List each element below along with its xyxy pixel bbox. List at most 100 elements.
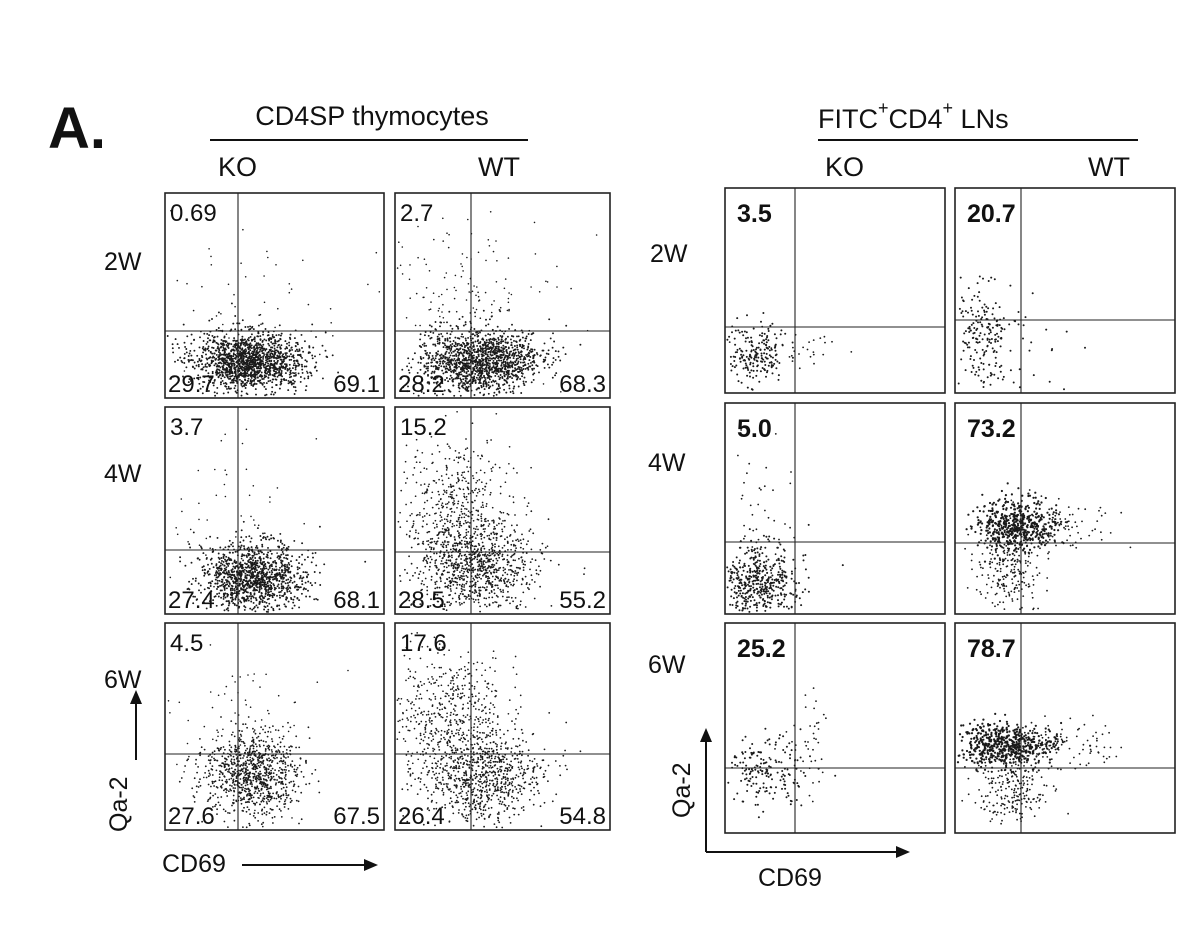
event-dot — [208, 567, 211, 570]
event-dot — [477, 353, 480, 356]
event-dot — [283, 603, 286, 606]
event-dot — [230, 570, 233, 573]
event-dot — [193, 339, 195, 341]
event-dot — [289, 353, 292, 356]
event-dot — [477, 291, 479, 294]
event-dot — [216, 364, 219, 367]
event-dot — [455, 353, 458, 356]
event-dot — [399, 574, 401, 577]
event-dot — [259, 557, 261, 559]
event-dot — [509, 535, 511, 537]
event-dot — [243, 369, 246, 371]
event-dot — [280, 553, 283, 556]
event-dot — [503, 363, 505, 366]
event-dot — [263, 579, 266, 582]
event-dot — [231, 592, 234, 595]
event-dot — [440, 332, 443, 335]
event-dot — [533, 348, 536, 351]
event-dot — [489, 353, 492, 356]
event-dot — [476, 558, 479, 561]
event-dot — [290, 347, 292, 349]
event-dot — [504, 519, 506, 522]
event-dot — [520, 583, 523, 586]
event-dot — [234, 328, 237, 331]
event-dot — [493, 351, 496, 354]
event-dot — [430, 558, 433, 561]
event-dot — [481, 338, 484, 341]
event-dot — [482, 351, 485, 354]
event-dot — [420, 390, 423, 393]
event-dot — [222, 595, 225, 598]
event-dot — [458, 365, 460, 368]
event-dot — [250, 376, 253, 379]
event-dot — [314, 355, 316, 358]
event-dot — [510, 335, 513, 337]
event-dot — [232, 355, 235, 358]
event-dot — [451, 342, 454, 345]
event-dot — [262, 377, 265, 380]
event-dot — [171, 343, 174, 346]
event-dot — [552, 357, 555, 360]
event-dot — [257, 371, 260, 374]
event-dot — [451, 363, 454, 366]
event-dot — [475, 331, 478, 334]
event-dot — [205, 365, 208, 368]
event-dot — [510, 344, 513, 347]
event-dot — [251, 564, 254, 567]
event-dot — [228, 354, 231, 357]
event-dot — [291, 607, 294, 610]
event-dot — [450, 347, 453, 350]
event-dot — [508, 361, 511, 364]
event-dot — [249, 592, 252, 594]
event-dot — [503, 544, 506, 547]
event-dot — [481, 367, 484, 370]
event-dot — [478, 488, 480, 491]
event-dot — [517, 607, 519, 610]
event-dot — [251, 595, 254, 598]
event-dot — [306, 370, 308, 373]
event-dot — [265, 348, 268, 351]
event-dot — [460, 373, 463, 376]
event-dot — [278, 352, 281, 355]
event-dot — [201, 368, 204, 371]
event-dot — [497, 569, 500, 571]
event-dot — [546, 363, 549, 366]
event-dot — [462, 341, 464, 344]
event-dot — [434, 368, 437, 370]
event-dot — [262, 355, 265, 358]
event-dot — [487, 561, 489, 563]
event-dot — [205, 556, 208, 559]
event-dot — [430, 376, 433, 379]
event-dot — [235, 530, 238, 533]
event-dot — [487, 333, 490, 336]
event-dot — [306, 371, 309, 374]
event-dot — [478, 371, 481, 374]
event-dot — [224, 596, 227, 599]
event-dot — [307, 375, 310, 378]
event-dot — [244, 372, 246, 375]
event-dot — [527, 333, 530, 335]
event-dot — [440, 377, 443, 380]
event-dot — [279, 381, 282, 383]
event-dot — [247, 599, 250, 602]
event-dot — [217, 372, 220, 375]
event-dot — [462, 589, 464, 591]
event-dot — [411, 358, 414, 361]
event-dot — [284, 372, 287, 375]
event-dot — [235, 592, 238, 595]
event-dot — [189, 349, 192, 352]
event-dot — [489, 333, 492, 336]
event-dot — [298, 349, 301, 352]
event-dot — [432, 292, 435, 295]
event-dot — [467, 370, 470, 373]
event-dot — [367, 283, 369, 286]
event-dot — [275, 264, 277, 266]
event-dot — [471, 357, 474, 360]
event-dot — [491, 357, 494, 360]
event-dot — [448, 352, 451, 354]
event-dot — [239, 600, 242, 603]
event-dot — [461, 546, 463, 549]
event-dot — [454, 359, 457, 362]
event-dot — [451, 369, 454, 372]
event-dot — [218, 365, 221, 368]
